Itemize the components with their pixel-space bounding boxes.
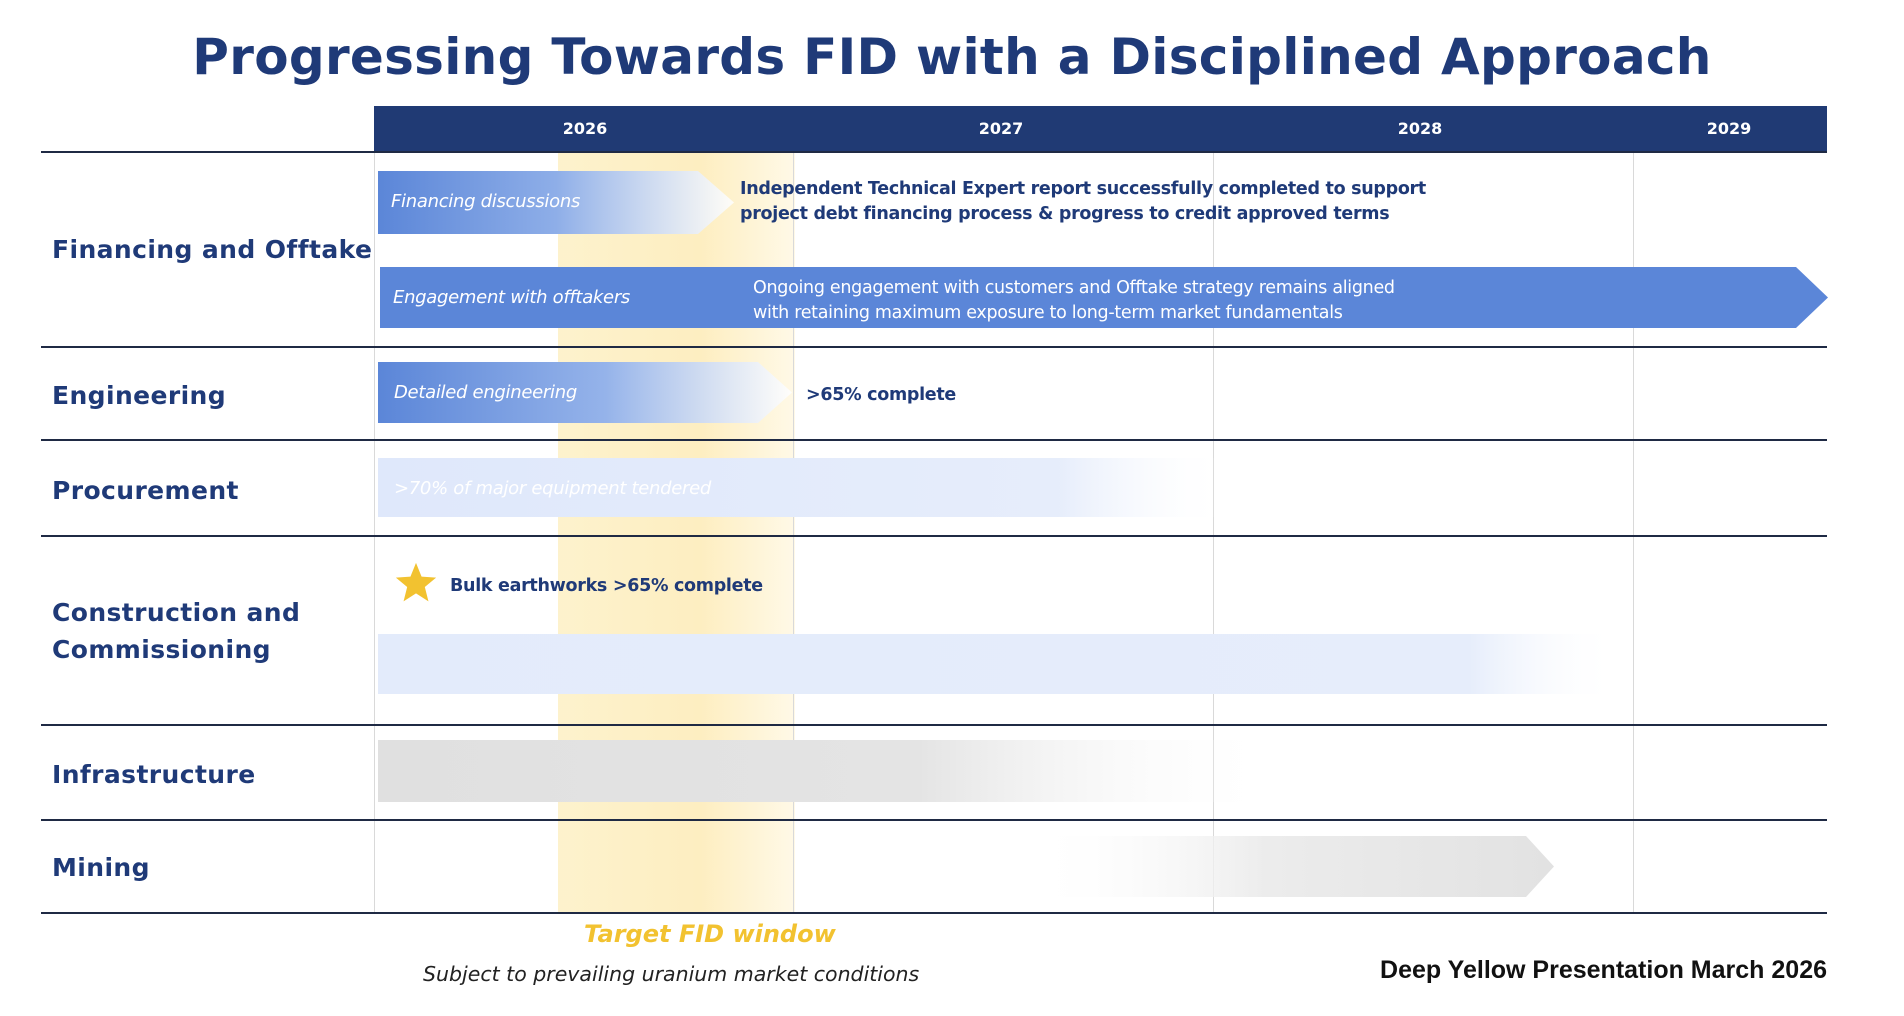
year-2029: 2029 xyxy=(1706,119,1752,138)
detailed-engineering-note: >65% complete xyxy=(806,385,957,405)
procurement-bar xyxy=(378,458,1228,517)
row-divider xyxy=(41,151,1827,153)
engagement-offtakers-bar xyxy=(380,267,1828,328)
label-column-divider xyxy=(374,153,375,913)
row-label-engineering: Engineering xyxy=(52,381,227,410)
row-divider xyxy=(41,724,1827,726)
row-divider xyxy=(41,535,1827,537)
year-divider-2028 xyxy=(1213,153,1214,913)
star-icon xyxy=(395,562,437,602)
page-title: Progressing Towards FID with a Disciplin… xyxy=(192,28,1712,86)
mining-bar xyxy=(1030,836,1554,897)
fid-window-label: Target FID window xyxy=(584,920,836,948)
bulk-earthworks-note: Bulk earthworks >65% complete xyxy=(450,576,763,596)
engagement-offtakers-label: Engagement with offtakers xyxy=(393,287,630,308)
engagement-offtakers-note: Ongoing engagement with customers and Of… xyxy=(753,278,1395,323)
year-divider-2029 xyxy=(1633,153,1634,913)
year-2027: 2027 xyxy=(978,119,1024,138)
financing-discussions-label: Financing discussions xyxy=(391,191,581,212)
row-label-financing-offtake: Financing and Offtake xyxy=(52,235,373,264)
construction-commissioning-bar xyxy=(378,634,1618,694)
financing-discussions-bar xyxy=(378,171,734,234)
row-divider xyxy=(41,346,1827,348)
detailed-engineering-bar xyxy=(378,362,792,423)
year-2026: 2026 xyxy=(562,119,608,138)
row-label-mining: Mining xyxy=(52,853,150,882)
year-2028: 2028 xyxy=(1397,119,1443,138)
procurement-label: >70% of major equipment tendered xyxy=(394,478,712,499)
row-label-infrastructure: Infrastructure xyxy=(52,760,256,789)
row-divider xyxy=(41,912,1827,914)
footer-source: Deep Yellow Presentation March 2026 xyxy=(1380,956,1827,984)
infrastructure-bar xyxy=(378,740,1278,802)
row-label-procurement: Procurement xyxy=(52,476,239,505)
timeline-header xyxy=(374,106,1827,153)
row-label-construction-commissioning: Construction and Commissioning xyxy=(52,598,301,664)
year-divider-2027 xyxy=(793,153,794,913)
row-divider xyxy=(41,819,1827,821)
row-divider xyxy=(41,439,1827,441)
detailed-engineering-label: Detailed engineering xyxy=(394,382,577,403)
fid-window-subtitle: Subject to prevailing uranium market con… xyxy=(423,962,920,986)
financing-discussions-note: Independent Technical Expert report succ… xyxy=(740,179,1426,224)
